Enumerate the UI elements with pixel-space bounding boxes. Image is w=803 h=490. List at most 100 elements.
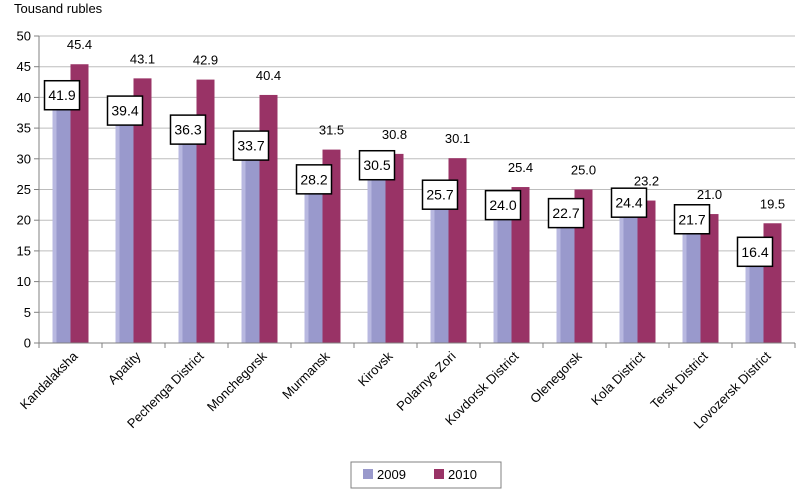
bar-2009-highlight: [745, 242, 750, 343]
data-label-2010: 23.2: [634, 174, 659, 189]
bar-2009: [52, 85, 71, 343]
bar-2010: [133, 78, 152, 343]
data-label-2009: 16.4: [741, 244, 768, 260]
bar-2009: [115, 101, 134, 343]
data-label-2009-box: [106, 95, 144, 126]
data-label-2010: 19.5: [760, 196, 785, 211]
y-tick-label: 10: [17, 274, 31, 289]
data-label-2009-box: [484, 189, 522, 221]
y-tick-label: 45: [17, 59, 31, 74]
category-label: Kandalaksha: [17, 348, 81, 412]
data-label-2009-box: [736, 236, 774, 268]
bar-2010: [511, 187, 530, 343]
data-label-2009-box: [673, 204, 711, 235]
bar-2009: [493, 195, 512, 343]
data-label-2010: 45.4: [67, 37, 92, 52]
y-tick-label: 35: [17, 121, 31, 136]
category-label: Apatity: [105, 348, 144, 387]
bar-2009-highlight: [430, 185, 435, 343]
bar-2009-highlight: [241, 136, 246, 343]
data-label-2009: 25.7: [426, 187, 453, 203]
data-label-2009-box: [421, 179, 459, 210]
bar-2009-highlight: [682, 209, 687, 343]
bar-2009: [682, 209, 701, 343]
y-tick-label: 20: [17, 213, 31, 228]
y-tick-label: 25: [17, 182, 31, 197]
category-label: Kola District: [588, 348, 648, 408]
data-label-2010: 30.8: [382, 127, 407, 142]
legend: 2009 2010: [350, 461, 502, 489]
bar-2009-highlight: [178, 120, 183, 343]
data-label-2009: 41.9: [48, 87, 75, 103]
category-label: Kirovsk: [355, 348, 396, 389]
bar-2009-highlight: [115, 101, 120, 343]
data-label-2009: 22.7: [552, 205, 579, 221]
data-label-2009: 30.5: [363, 157, 390, 173]
data-label-2010: 43.1: [130, 51, 155, 66]
data-label-2009-box: [610, 187, 648, 218]
bar-2009-highlight: [493, 195, 498, 343]
y-axis-unit-label: Tousand rubles: [14, 1, 103, 16]
bar-2009: [556, 203, 575, 343]
data-label-2010: 25.4: [508, 160, 533, 175]
bar-series: [52, 64, 782, 344]
data-label-2010: 31.5: [319, 123, 344, 138]
y-tick-label: 30: [17, 151, 31, 166]
data-label-2009: 24.4: [615, 195, 642, 211]
data-label-2010: 42.9: [193, 53, 218, 68]
data-label-2010: 21.0: [697, 187, 722, 202]
bar-2009: [619, 193, 638, 343]
data-label-2009: 21.7: [678, 211, 705, 227]
y-tick-label: 0: [24, 336, 31, 351]
bar-2010: [637, 200, 656, 343]
bar-2010: [322, 149, 341, 343]
bar-2009-highlight: [367, 155, 372, 343]
data-label-2010: 25.0: [571, 163, 596, 178]
bar-2009: [430, 185, 449, 343]
bar-2010: [385, 153, 404, 343]
y-tick-label: 15: [17, 243, 31, 258]
legend-swatch-2010: [434, 469, 444, 479]
data-label-2010: 40.4: [256, 68, 281, 83]
data-label-2009-box: [358, 149, 396, 181]
data-label-2009-box: [547, 197, 585, 229]
data-label-2009: 36.3: [174, 122, 201, 138]
bar-2010: [196, 79, 215, 344]
category-label: Tersk District: [647, 348, 710, 411]
bar-2009: [304, 169, 323, 343]
data-label-2009: 39.4: [111, 103, 138, 119]
y-gridlines: [39, 35, 795, 344]
y-tick-label: 50: [17, 29, 31, 44]
bar-2009-highlight: [52, 85, 57, 343]
bar-2009: [178, 120, 197, 343]
data-label-2009-box: [295, 164, 333, 195]
category-label: Polarnye Zori: [393, 348, 458, 413]
axes: [34, 35, 796, 348]
category-label: Olenegorsk: [527, 348, 585, 406]
data-label-2009-box: [169, 114, 207, 145]
bar-2009-highlight: [304, 169, 309, 343]
legend-frame: [350, 461, 502, 489]
category-label: Monchegorsk: [204, 348, 270, 414]
bar-2010: [700, 214, 719, 343]
y-tick-label: 5: [24, 305, 31, 320]
legend-label-2010: 2010: [448, 467, 477, 482]
data-label-2009: 24.0: [489, 197, 516, 213]
y-tick-labels: 0 5 10 15 20 25 30 35 40 45 50: [17, 29, 31, 351]
bar-2009: [241, 136, 260, 343]
legend-swatch-2009: [363, 469, 373, 479]
bar-2009-highlight: [556, 203, 561, 343]
bar-2010: [70, 64, 89, 343]
legend-label-2009: 2009: [377, 467, 406, 482]
bar-2009-highlight: [619, 193, 624, 343]
data-label-2009: 28.2: [300, 171, 327, 187]
data-label-2010: 30.1: [445, 131, 470, 146]
data-label-2009-box: [43, 79, 81, 111]
bar-2009: [745, 242, 764, 343]
category-label: Murmansk: [279, 348, 333, 402]
data-labels: 45.4 41.9 43.1 39.4 42.9 36.3 40.4 33.7 31.5 28.2…: [43, 37, 785, 268]
data-label-2009: 33.7: [237, 138, 264, 154]
y-tick-label: 40: [17, 90, 31, 105]
